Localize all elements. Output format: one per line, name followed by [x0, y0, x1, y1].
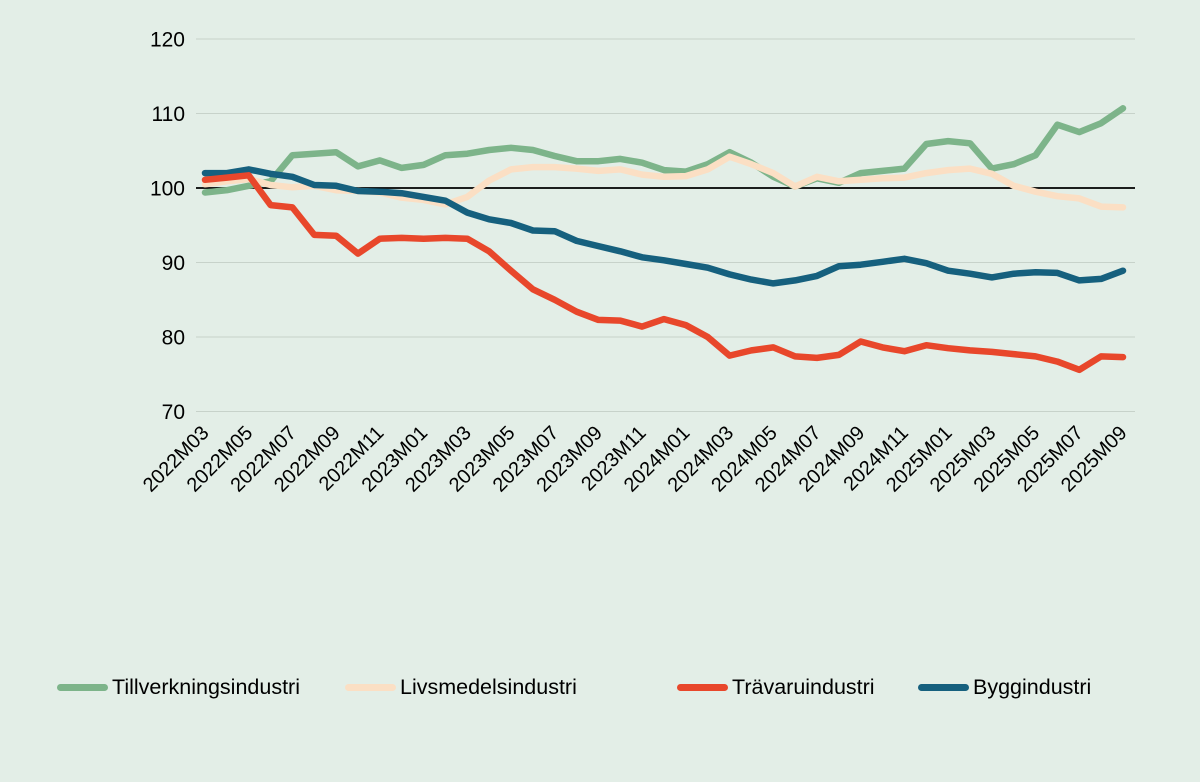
legend-item-tillverkningsindustri: Tillverkningsindustri [57, 672, 300, 702]
legend-label: Livsmedelsindustri [400, 674, 577, 699]
legend-item-byggindustri: Byggindustri [918, 672, 1091, 702]
line-trävaruindustri [201, 172, 1127, 374]
y-axis-labels: 70 80 90 100 110 120 [150, 29, 185, 425]
line-byggindustri [201, 166, 1127, 287]
gridlines [196, 38, 1135, 412]
svg-text:80: 80 [162, 327, 185, 350]
svg-text:100: 100 [150, 178, 185, 201]
legend-label: Tillverkningsindustri [112, 674, 300, 699]
svg-text:90: 90 [162, 252, 185, 275]
legend-label: Trävaruindustri [732, 674, 875, 699]
line-tillverkningsindustri [201, 105, 1127, 196]
svg-text:120: 120 [150, 29, 185, 52]
svg-text:70: 70 [162, 401, 185, 424]
chart-legend: Tillverkningsindustri Livsmedelsindustri… [0, 672, 1200, 702]
legend-label: Byggindustri [973, 674, 1092, 699]
legend-swatch-livsmedelsindustri [345, 683, 396, 691]
legend-item-livsmedelsindustri: Livsmedelsindustri [345, 672, 577, 702]
legend-swatch-travaruindustri [677, 683, 728, 691]
legend-item-travaruindustri: Trävaruindustri [677, 672, 875, 702]
legend-swatch-byggindustri [918, 683, 969, 691]
svg-text:110: 110 [152, 103, 185, 126]
data-lines [201, 105, 1127, 374]
legend-swatch-tillverkningsindustri [57, 683, 108, 691]
x-axis-labels: 2022M032022M052022M072022M092022M112023M… [139, 422, 1132, 497]
